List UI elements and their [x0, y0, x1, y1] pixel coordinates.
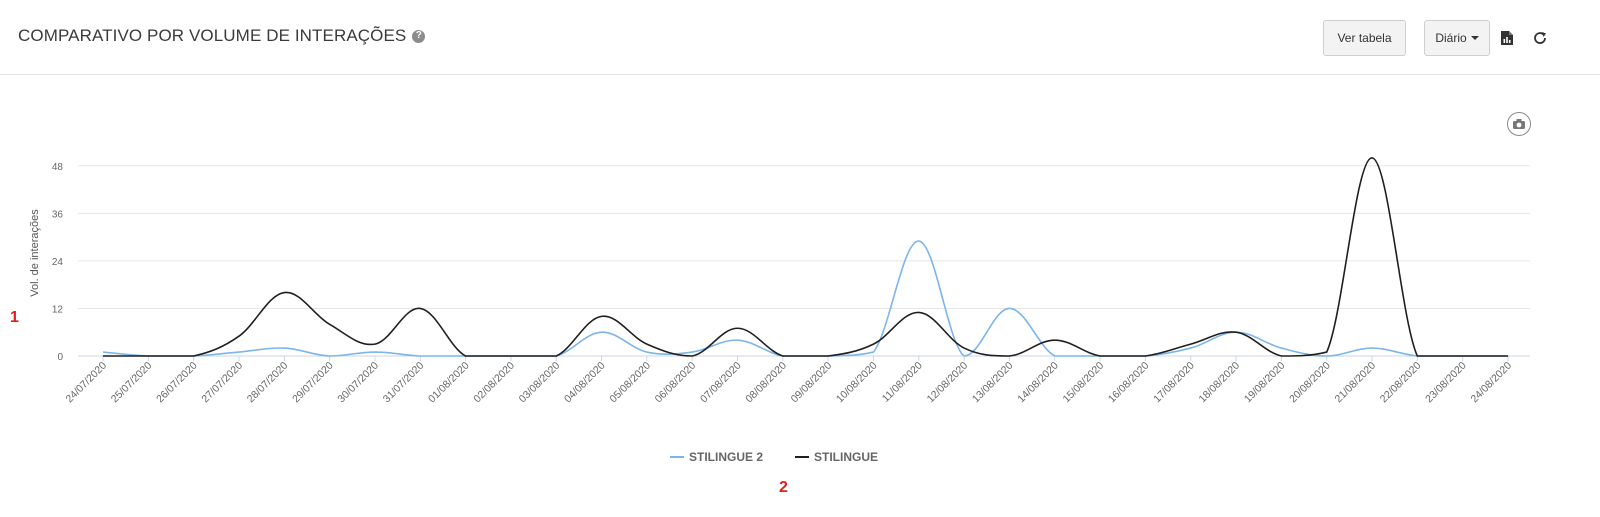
x-tick-label: 31/07/2020	[381, 360, 427, 406]
period-dropdown-label: Diário	[1435, 31, 1467, 45]
caret-down-icon	[1470, 36, 1479, 40]
chart-header: COMPARATIVO POR VOLUME DE INTERAÇÕES ? V…	[0, 0, 1600, 75]
x-tick-label: 29/07/2020	[290, 360, 336, 406]
page-title: COMPARATIVO POR VOLUME DE INTERAÇÕES ?	[18, 26, 426, 46]
x-tick-label: 10/08/2020	[834, 360, 880, 406]
y-tick-label: 24	[52, 257, 64, 268]
x-tick-label: 01/08/2020	[426, 360, 472, 406]
x-tick-label: 05/08/2020	[607, 360, 653, 406]
series-line-stilingue-2[interactable]	[102, 240, 1508, 357]
series-line-stilingue[interactable]	[103, 157, 1508, 357]
view-table-button[interactable]: Ver tabela	[1323, 20, 1406, 56]
x-tick-label: 23/08/2020	[1423, 360, 1469, 406]
x-tick-label: 16/08/2020	[1106, 360, 1152, 406]
x-tick-label: 12/08/2020	[925, 360, 971, 406]
x-tick-label: 07/08/2020	[698, 360, 744, 406]
x-tick-label: 13/08/2020	[970, 360, 1016, 406]
x-tick-label: 11/08/2020	[880, 360, 925, 405]
x-tick-label: 17/08/2020	[1151, 360, 1197, 406]
annotation-marker-2: 2	[779, 479, 788, 496]
y-tick-label: 12	[52, 304, 64, 315]
x-tick-label: 03/08/2020	[517, 360, 563, 406]
x-tick-label: 30/07/2020	[335, 360, 381, 406]
page-title-text: COMPARATIVO POR VOLUME DE INTERAÇÕES	[18, 26, 407, 45]
file-chart-icon[interactable]	[1499, 30, 1515, 46]
x-tick-label: 19/08/2020	[1242, 360, 1288, 406]
y-tick-label: 0	[57, 352, 63, 363]
x-tick-label: 02/08/2020	[471, 360, 517, 406]
x-tick-label: 22/08/2020	[1378, 360, 1424, 406]
camera-icon[interactable]	[1507, 112, 1531, 136]
refresh-icon[interactable]	[1532, 30, 1548, 46]
x-tick-label: 20/08/2020	[1287, 360, 1333, 406]
y-axis-title: Vol. de interações	[29, 209, 41, 297]
question-circle-icon[interactable]: ?	[412, 29, 426, 43]
y-tick-label: 36	[52, 209, 64, 220]
x-tick-label: 24/08/2020	[1468, 360, 1514, 406]
x-tick-label: 27/07/2020	[199, 360, 245, 406]
legend-item[interactable]: STILINGUE 2	[689, 450, 763, 464]
annotation-marker-1: 1	[10, 309, 19, 326]
x-tick-label: 06/08/2020	[653, 360, 699, 406]
x-tick-label: 08/08/2020	[743, 360, 789, 406]
legend-item[interactable]: STILINGUE	[814, 450, 878, 464]
x-tick-label: 18/08/2020	[1197, 360, 1243, 406]
x-tick-label: 04/08/2020	[562, 360, 608, 406]
x-tick-label: 25/07/2020	[109, 360, 155, 406]
x-tick-label: 24/07/2020	[63, 360, 109, 406]
x-tick-label: 14/08/2020	[1015, 360, 1061, 406]
x-tick-label: 09/08/2020	[789, 360, 835, 406]
y-tick-label: 48	[52, 162, 64, 173]
period-dropdown[interactable]: Diário	[1424, 20, 1490, 56]
x-tick-label: 26/07/2020	[154, 360, 200, 406]
x-tick-label: 15/08/2020	[1061, 360, 1107, 406]
x-tick-label: 21/08/2020	[1333, 360, 1379, 406]
x-tick-label: 28/07/2020	[245, 360, 291, 406]
